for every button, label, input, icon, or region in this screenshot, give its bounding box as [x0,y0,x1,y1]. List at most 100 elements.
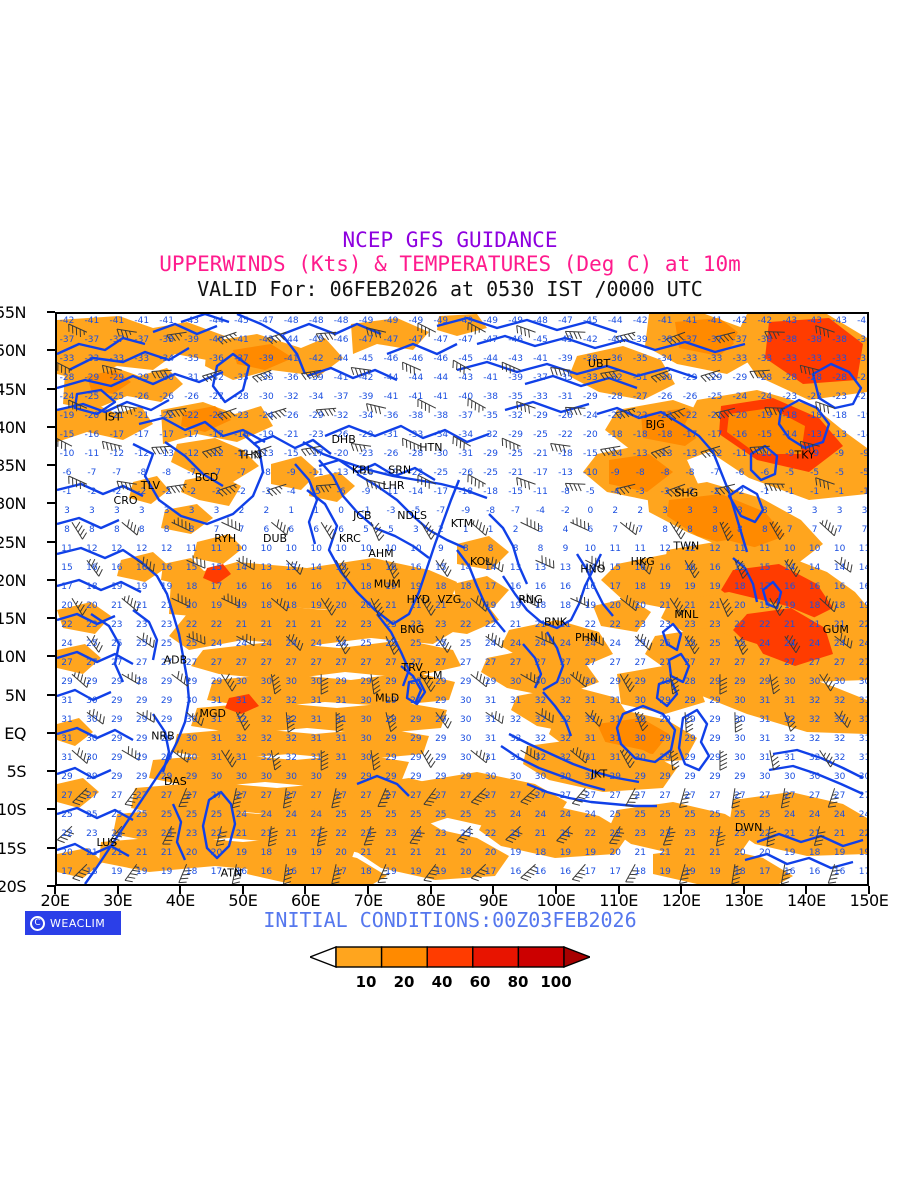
temperature-value: 30 [834,677,846,687]
wind-barb [417,474,437,489]
wind-barb [331,788,343,809]
temperature-value: -24 [60,392,75,402]
temperature-value: -47 [433,335,448,345]
temperature-value: -26 [458,468,473,478]
wind-barb [217,483,237,497]
title-line-model: NCEP GFS GUIDANCE [342,228,558,252]
wind-barb [784,558,801,578]
temperature-value: 16 [784,867,796,877]
temperature-value: 17 [759,582,770,592]
wind-barb [366,327,387,339]
temperature-value: -21 [508,468,523,478]
temperature-value: 27 [485,791,496,801]
temperature-value: 31 [485,696,496,706]
temperature-value: -36 [284,373,299,383]
temperature-value: -33 [409,430,424,440]
wind-barb [221,673,237,692]
temperature-value: -45 [458,354,473,364]
wind-barb [171,593,191,608]
temperature-value: 11 [61,544,72,554]
station-label: JCB [352,509,371,522]
temperature-value: 30 [634,696,646,706]
temperature-value: 24 [859,810,867,820]
colorbar-segment [426,946,474,968]
y-axis-tick-label: 10N [0,647,27,667]
temperature-value: 27 [61,791,72,801]
temperature-value: 20 [61,601,73,611]
temperature-value: -38 [757,335,772,345]
wind-barb [669,750,680,771]
temperature-value: 31 [759,696,770,706]
temperature-value: -45 [309,335,324,345]
temperature-value: -42 [757,316,772,326]
temperature-value: -2 [87,487,96,497]
temperature-value: -43 [782,316,797,326]
temperature-value: 24 [236,639,248,649]
temperature-value: 16 [560,582,572,592]
temperature-value: 27 [286,791,297,801]
temperature-value: -18 [782,411,797,421]
temperature-value: 16 [86,563,98,573]
temperature-value: 24 [560,639,572,649]
wind-barb [505,825,523,843]
temperature-value: -43 [458,373,473,383]
wind-barb [731,788,742,809]
temperature-value: 27 [211,658,222,668]
temperature-value: -32 [483,430,498,440]
wind-barb [679,788,691,808]
temperature-value: 19 [286,848,298,858]
x-axis-tick-label: 90E [478,891,508,910]
temperature-value: -19 [60,411,75,421]
temperature-value: -34 [159,354,174,364]
temperature-value: 24 [510,639,522,649]
y-axis-tick-label: EQ [4,723,26,743]
temperature-value: 21 [560,620,571,630]
temperature-value: 8 [488,544,494,554]
temperature-value: 24 [61,639,73,649]
temperature-value: -44 [284,335,299,345]
temperature-value: 27 [535,791,546,801]
temperature-value: 31 [61,715,72,725]
temperature-value: 29 [111,696,123,706]
temperature-value: 27 [161,658,172,668]
colorbar-tick-labels: 10 20 40 60 80 100 [0,972,900,991]
temperature-value: 27 [385,791,396,801]
temperature-value: -14 [857,430,867,440]
temperature-value: -8 [661,468,670,478]
y-axis-tick [47,731,55,734]
temperature-value: -33 [109,354,124,364]
wind-barb [684,712,694,733]
wind-barb [57,436,73,451]
temperature-value: -22 [658,411,673,421]
temperature-value: -40 [458,392,473,402]
temperature-value: 15 [61,563,72,573]
temperature-value: 29 [435,715,447,725]
temperature-value: 20 [734,601,746,611]
wind-barb [252,445,272,459]
wind-barb [335,560,351,579]
temperature-value: 19 [136,582,148,592]
station-label: LHR [382,479,404,492]
temperature-value: 25 [111,639,122,649]
wind-barb [619,595,639,612]
temperature-value: 20 [186,601,198,611]
temperature-value: 11 [186,544,197,554]
temperature-value: 27 [634,658,645,668]
temperature-value: -43 [807,316,822,326]
temperature-value: -9 [461,506,470,516]
temperature-value: 27 [734,658,745,668]
temperature-value: 1 [488,525,494,535]
title-line-valid-time: VALID For: 06FEB2026 at 0530 IST /0000 U… [197,277,703,301]
wind-barb [68,475,88,490]
temperature-value: -33 [807,354,822,364]
temperature-value: 31 [759,753,770,763]
temperature-value: 19 [385,867,397,877]
temperature-value: 21 [161,601,172,611]
wind-barb [68,323,88,338]
station-label: SHG [674,486,698,499]
temperature-value: 27 [236,791,247,801]
wind-barb [731,864,742,884]
temperature-value: -37 [334,392,349,402]
wind-barb [719,750,728,771]
temperature-value: 23 [684,829,695,839]
